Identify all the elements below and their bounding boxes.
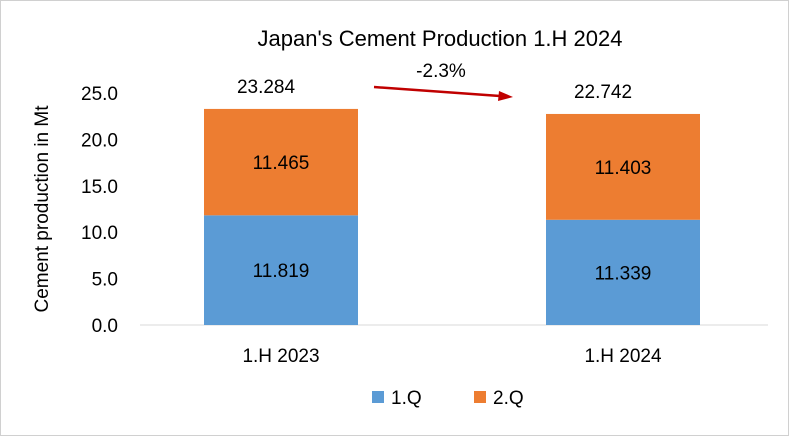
chart-title: Japan's Cement Production 1.H 2024 — [258, 26, 623, 51]
y-tick-label: 10.0 — [81, 223, 118, 244]
y-tick-label: 25.0 — [81, 84, 118, 105]
legend-swatch — [372, 391, 384, 403]
x-tick-label: 1.H 2024 — [584, 346, 662, 367]
legend-label: 1.Q — [391, 388, 422, 409]
data-label: 11.403 — [595, 158, 652, 179]
legend-swatch — [474, 391, 486, 403]
y-tick-label: 20.0 — [81, 130, 118, 151]
x-tick-label: 1.H 2023 — [242, 346, 319, 367]
arrow-line — [373, 85, 501, 98]
data-label: 11.819 — [253, 261, 310, 282]
y-axis-label: Cement production in Mt — [32, 105, 53, 313]
bar-segment-2.Q — [204, 108, 358, 216]
total-label: 22.742 — [574, 82, 632, 103]
bar-segment-1.Q — [546, 219, 700, 325]
data-label: 11.465 — [253, 153, 310, 174]
bar-segment-1.Q — [204, 215, 358, 325]
data-label: 11.339 — [595, 263, 652, 284]
arrow-head-icon — [498, 91, 513, 101]
total-label: 23.284 — [237, 77, 296, 98]
y-tick-label: 15.0 — [81, 177, 118, 198]
y-tick-label: 0.0 — [92, 316, 118, 337]
change-annotation: -2.3% — [416, 61, 466, 82]
y-tick-label: 5.0 — [92, 270, 118, 291]
legend-label: 2.Q — [493, 388, 524, 409]
bar-segment-2.Q — [546, 113, 700, 220]
